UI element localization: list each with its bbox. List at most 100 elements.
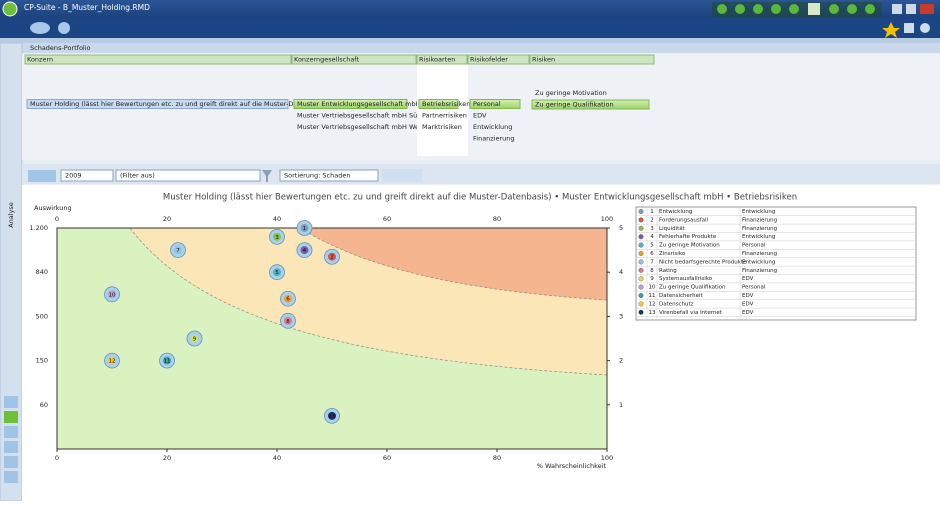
hierarchy-item[interactable]: Muster Holding (lässt hier Bewertungen e… bbox=[30, 100, 327, 108]
tool-icon[interactable] bbox=[847, 4, 857, 14]
hierarchy-item[interactable]: Zu geringe Motivation bbox=[535, 89, 607, 97]
zone-border bbox=[299, 227, 608, 301]
tool-icon[interactable] bbox=[865, 4, 875, 14]
close-button[interactable] bbox=[920, 4, 934, 14]
risk-bubble[interactable]: 12 bbox=[104, 352, 120, 369]
plot-frame bbox=[56, 227, 608, 450]
bubble-number: 7 bbox=[176, 248, 180, 254]
risk-bubble[interactable]: 5 bbox=[269, 264, 285, 281]
legend-number: 10 bbox=[649, 285, 656, 291]
hierarchy-item[interactable]: Personal bbox=[473, 100, 501, 108]
column-header-label: Konzerngesellschaft bbox=[294, 56, 359, 64]
legend-name: Virenbefall via Internet bbox=[659, 310, 723, 316]
back-button[interactable] bbox=[30, 22, 50, 34]
risk-bubble[interactable]: 2 bbox=[324, 248, 340, 265]
risk-bubble[interactable]: 1 bbox=[296, 220, 313, 236]
column-header-label: Risiken bbox=[532, 56, 555, 64]
view-buttons[interactable] bbox=[28, 170, 56, 182]
top-tick-label: 40 bbox=[273, 215, 281, 223]
side-icon[interactable] bbox=[4, 396, 18, 408]
export-buttons[interactable] bbox=[382, 169, 422, 182]
legend-field: EDV bbox=[742, 293, 754, 299]
top-tick-label: 100 bbox=[601, 215, 613, 223]
tool-icon[interactable] bbox=[829, 4, 839, 14]
legend-field: EDV bbox=[742, 301, 754, 307]
legend-swatch bbox=[638, 234, 644, 240]
bubble-number: 2 bbox=[330, 255, 334, 261]
year-value: 2009 bbox=[65, 172, 82, 180]
risk-bubble[interactable]: 13 bbox=[324, 407, 340, 424]
column-header bbox=[529, 54, 655, 65]
legend-swatch bbox=[638, 267, 644, 273]
hierarchy-item[interactable]: Muster Entwicklungsgesellschaft mbH bbox=[297, 100, 421, 108]
hierarchy-item[interactable]: Muster Vertriebsgesellschaft mbH West bbox=[297, 123, 425, 131]
legend-number: 3 bbox=[650, 226, 654, 232]
bubble-number: 3 bbox=[275, 235, 279, 241]
legend-number: 4 bbox=[650, 234, 654, 240]
column-header-label: Konzern bbox=[27, 56, 53, 64]
hierarchy-item[interactable]: Partnerrisiken bbox=[422, 112, 467, 120]
bubble-number: 6 bbox=[286, 297, 290, 303]
risk-bubble[interactable]: 11 bbox=[159, 352, 175, 369]
filter-icon[interactable] bbox=[262, 170, 272, 182]
favorite-icon[interactable] bbox=[882, 22, 900, 38]
side-icon[interactable] bbox=[4, 411, 18, 423]
sort-select[interactable] bbox=[279, 169, 379, 182]
top-tick-label: 80 bbox=[493, 215, 501, 223]
hierarchy-item[interactable]: Zu geringe Qualifikation bbox=[535, 101, 614, 109]
side-icon[interactable] bbox=[4, 426, 18, 438]
maximize-button[interactable] bbox=[906, 4, 916, 14]
risk-bubble[interactable]: 6 bbox=[280, 290, 296, 307]
legend-field: Finanzierung bbox=[742, 226, 777, 232]
tool-icon[interactable] bbox=[789, 4, 799, 14]
column-header-label: Risikofelder bbox=[470, 56, 508, 64]
side-icon[interactable] bbox=[4, 441, 18, 453]
forward-button[interactable] bbox=[58, 22, 70, 34]
hierarchy-item[interactable]: Muster Vertriebsgesellschaft mbH Süd bbox=[297, 112, 421, 120]
risk-bubble[interactable]: 4 bbox=[296, 242, 313, 259]
tool-icon[interactable] bbox=[771, 4, 781, 14]
hierarchy-item[interactable]: Marktrisiken bbox=[422, 123, 462, 131]
column-header bbox=[291, 54, 417, 65]
top-tick-label: 0 bbox=[55, 215, 59, 223]
legend-swatch bbox=[638, 225, 644, 231]
side-tab[interactable]: Analyse bbox=[7, 202, 15, 228]
legend-field: Finanzierung bbox=[742, 251, 777, 257]
filter-select[interactable] bbox=[115, 169, 261, 182]
hierarchy-item[interactable]: Betriebsrisiken bbox=[422, 100, 470, 108]
bubble-core bbox=[163, 356, 171, 365]
hierarchy-item[interactable]: Entwicklung bbox=[473, 123, 512, 131]
help-icon[interactable] bbox=[920, 23, 930, 33]
risk-bubble[interactable]: 10 bbox=[104, 286, 120, 303]
legend-name: Zu geringe Motivation bbox=[659, 243, 720, 249]
tool-icon[interactable] bbox=[717, 4, 727, 14]
tool-icon[interactable] bbox=[735, 4, 745, 14]
home-icon[interactable] bbox=[904, 23, 914, 33]
legend-number: 9 bbox=[650, 276, 654, 282]
minimize-button[interactable] bbox=[892, 4, 902, 14]
selected-item[interactable] bbox=[293, 99, 408, 109]
app-icon[interactable] bbox=[2, 1, 18, 17]
legend-swatch bbox=[638, 242, 644, 248]
risk-bubble[interactable]: 8 bbox=[280, 312, 296, 329]
legend-name: Datenschutz bbox=[659, 301, 694, 307]
side-icon[interactable] bbox=[4, 471, 18, 483]
selected-item[interactable] bbox=[26, 99, 289, 109]
legend-name: Zu geringe Qualifikation bbox=[659, 285, 726, 291]
selected-item[interactable] bbox=[531, 99, 650, 110]
risk-bubble[interactable]: 3 bbox=[269, 228, 285, 245]
hierarchy-item[interactable]: EDV bbox=[473, 112, 487, 120]
side-icon[interactable] bbox=[4, 456, 18, 468]
hierarchy-item[interactable]: Finanzierung bbox=[473, 135, 515, 143]
bubble-number: 10 bbox=[109, 292, 116, 298]
selected-item[interactable] bbox=[469, 99, 521, 109]
selected-item[interactable] bbox=[418, 99, 459, 109]
risk-bubble[interactable]: 7 bbox=[170, 242, 186, 259]
risk-bubble[interactable]: 9 bbox=[186, 330, 203, 347]
tool-icon[interactable] bbox=[808, 3, 820, 15]
legend-number: 2 bbox=[650, 217, 654, 223]
window-title: CP-Suite - B_Muster_Holding.RMD bbox=[24, 3, 150, 12]
tool-icon[interactable] bbox=[753, 4, 763, 14]
year-select[interactable] bbox=[60, 169, 114, 182]
bubble-core bbox=[328, 411, 336, 420]
